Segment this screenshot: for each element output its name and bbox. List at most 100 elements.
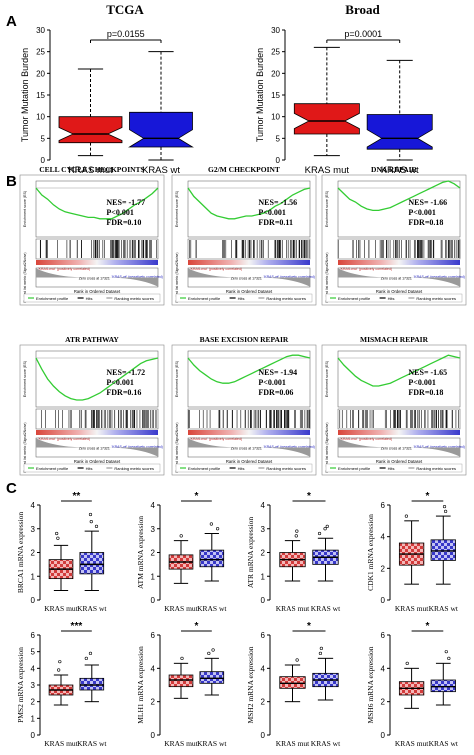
fdr-label: FDR=0.18: [408, 218, 443, 227]
legend-label: Enrichment profile: [188, 466, 221, 471]
box-wt: [79, 552, 105, 575]
gsea-xlabel: Rank in Ordered Dataset: [376, 459, 423, 464]
y-tick-label: 30: [36, 26, 45, 35]
es-ylabel: Enrichment score (ES): [175, 361, 179, 397]
es-plot-area: [187, 180, 311, 238]
box-wt: [128, 111, 194, 148]
metric-ylabel: Ranked list metric (Signal2Noise): [175, 252, 179, 302]
es-plot-area: [337, 180, 461, 238]
es-plot-area: [35, 180, 159, 238]
es-plot-area: [337, 350, 461, 408]
x-tick-label: KRAS mut: [276, 739, 310, 748]
y-tick-label: 6: [31, 631, 36, 640]
nes-label: NES= -1.65: [408, 368, 447, 377]
legend-label: Enrichment profile: [188, 296, 221, 301]
heat-right-label: 'KRAS-wt' (negatively correlated): [414, 275, 465, 279]
outlier-point: [88, 651, 93, 655]
y-tick-label: 5: [41, 134, 46, 143]
x-tick-label: KRAS mut: [44, 739, 78, 748]
fdr-label: FDR=0.06: [258, 388, 293, 397]
outlier-point: [405, 661, 409, 665]
y-axis-label: BRCA1 mRNA expression: [16, 512, 25, 594]
ranked-heat-bar: [338, 260, 460, 265]
y-tick-label: 6: [151, 631, 156, 640]
legend-box: [175, 293, 313, 303]
legend-label: Ranking metric scores: [114, 466, 154, 471]
legend-label: Hits: [388, 296, 395, 301]
y-tick-label: 25: [271, 48, 280, 57]
y-tick-label: 30: [271, 26, 280, 35]
y-axis-label: Tumor Mutation Burden: [255, 48, 265, 142]
x-tick-label: KRAS wt: [429, 739, 459, 748]
y-tick-label: 25: [36, 48, 45, 57]
legend-label: Hits: [388, 466, 395, 471]
panel-letter-a: A: [6, 13, 17, 30]
y-tick-label: 3: [261, 525, 266, 534]
chart-c5: 0 1 2 3 4 5 6 PMS2 mRNA expression KRAS mut KRAS …: [16, 621, 107, 748]
outlier-point: [55, 531, 59, 536]
chart-b3: DNA REPAIR Enrichment score (ES) NES= -1.6…: [321, 165, 467, 306]
es-ylabel: Enrichment score (ES): [175, 191, 179, 227]
p-value: p=0.0001: [344, 29, 382, 39]
y-tick-label: 4: [151, 664, 156, 673]
chart-c4: 0 2 4 6 CDK1 mRNA expression KRAS mut KRAS wt *: [366, 491, 459, 613]
x-tick-label: KRAS wt: [429, 604, 459, 613]
panel-letter-c: C: [6, 480, 17, 497]
outlier-point: [323, 527, 327, 531]
y-tick-label: 0: [151, 596, 156, 605]
y-tick-label: 4: [31, 664, 36, 673]
hits-area: [337, 408, 461, 430]
y-tick-label: 2: [151, 549, 156, 558]
y-tick-label: 0: [151, 731, 156, 740]
zero-cross-label: Zero cross at 17321: [231, 447, 262, 451]
heat-left-label: 'KRAS-mut' (positively correlated): [340, 437, 392, 441]
legend-label: Ranking metric scores: [416, 296, 456, 301]
significance-stars: *: [425, 491, 429, 502]
y-tick-label: 2: [381, 564, 386, 573]
box-mut: [279, 676, 306, 689]
es-plot-area: [187, 350, 311, 408]
metric-ylabel: Ranked list metric (Signal2Noise): [23, 422, 27, 472]
outlier-point: [57, 668, 61, 672]
legend-label: Enrichment profile: [338, 466, 371, 471]
chart-c2: 0 1 2 3 4 ATM mRNA expression KRAS mut KRAS wt *: [136, 491, 227, 613]
significance-stars: *: [307, 491, 311, 502]
outlier-point: [207, 651, 211, 655]
chart-c8: 0 2 4 6 MSH6 mRNA expression KRAS mut KRAS wt *: [366, 621, 459, 748]
box-mut: [58, 116, 123, 144]
heat-right-label: 'KRAS-wt' (negatively correlated): [112, 275, 163, 279]
chart-title: TCGA: [106, 2, 144, 17]
y-tick-label: 0: [381, 596, 386, 605]
outlier-point: [442, 504, 447, 509]
heat-left-label: 'KRAS-mut' (positively correlated): [340, 267, 392, 271]
y-tick-label: 3: [31, 525, 36, 534]
outlier-point: [58, 660, 62, 664]
y-tick-label: 2: [381, 698, 386, 707]
y-axis-label: ATR mRNA expression: [246, 517, 255, 589]
chart-a2: Broad 0 5 10 15 20 25 30 Tumor Mutation Burden KR…: [255, 2, 433, 176]
significance-stars: *: [307, 621, 311, 632]
y-axis-label: MSH2 mRNA expression: [246, 646, 255, 723]
x-tick-label: KRAS wt: [142, 165, 180, 176]
outlier-point: [294, 534, 298, 538]
outlier-point: [404, 514, 409, 518]
y-tick-label: 2: [151, 698, 156, 707]
outlier-point: [89, 520, 93, 524]
outlier-point: [209, 522, 213, 526]
y-tick-label: 0: [261, 731, 266, 740]
ranked-heat-bar: [36, 430, 158, 435]
significance-stars: *: [425, 621, 429, 632]
es-ylabel: Enrichment score (ES): [325, 361, 329, 397]
x-tick-label: KRAS mut: [395, 739, 429, 748]
chart-c6: 0 2 4 6 MLH1 mRNA expression KRAS mut KRAS wt *: [136, 621, 227, 748]
es-ylabel: Enrichment score (ES): [23, 191, 27, 227]
gsea-title: MISMACH REPAIR: [360, 335, 429, 344]
y-axis-label: Tumor Mutation Burden: [20, 48, 30, 142]
chart-b4: ATR PATHWAY Enrichment score (ES) NES= -1.…: [19, 335, 165, 476]
ranked-heat-bar: [36, 260, 158, 265]
y-tick-label: 10: [271, 113, 280, 122]
x-tick-label: KRAS wt: [197, 739, 227, 748]
x-tick-label: KRAS wt: [311, 739, 341, 748]
metric-ylabel: Ranked list metric (Signal2Noise): [175, 422, 179, 472]
